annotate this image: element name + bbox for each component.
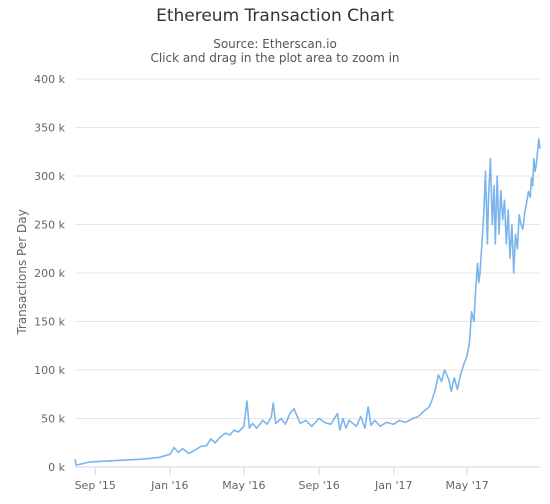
- series-line-transactions[interactable]: [74, 138, 541, 466]
- x-tick-label: Jan '16: [150, 479, 188, 492]
- y-tick-label: 200 k: [34, 267, 65, 280]
- y-tick-label: 350 k: [34, 122, 65, 135]
- y-tick-label: 100 k: [34, 364, 65, 377]
- y-tick-label: 50 k: [41, 413, 65, 426]
- y-tick-label: 400 k: [34, 73, 65, 86]
- chart-title: Ethereum Transaction Chart: [156, 6, 394, 26]
- y-axis-label: Transactions Per Day: [15, 209, 29, 335]
- x-tick-label: May '17: [446, 479, 489, 492]
- x-tick-label: Sep '15: [75, 479, 116, 492]
- grid-layer: [75, 78, 540, 468]
- y-axis-ticks: 0 k 50 k 100 k 150 k 200 k 250 k 300 k 350 k 400…: [34, 73, 65, 474]
- x-axis-ticks: Sep '15 Jan '16 May '16 Sep '16 Jan '17 May '…: [75, 467, 489, 492]
- x-tick-label: May '16: [222, 479, 265, 492]
- y-tick-label: 150 k: [34, 316, 65, 329]
- x-tick-label: Sep '16: [299, 479, 340, 492]
- chart-subtitle-source: Source: Etherscan.io: [213, 37, 337, 51]
- x-tick-label: Jan '17: [374, 479, 412, 492]
- y-tick-label: 0 k: [48, 461, 65, 474]
- y-tick-label: 250 k: [34, 219, 65, 232]
- chart-subtitle-hint: Click and drag in the plot area to zoom …: [150, 51, 400, 65]
- series-layer[interactable]: [74, 138, 541, 466]
- y-tick-label: 300 k: [34, 170, 65, 183]
